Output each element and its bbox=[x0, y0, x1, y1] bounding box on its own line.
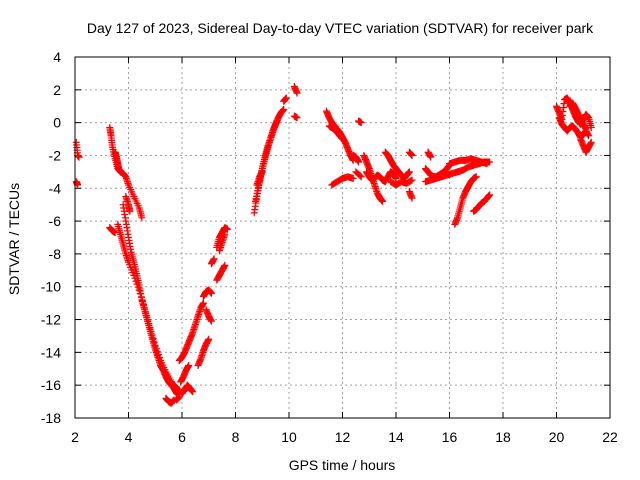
y-axis-title: SDTVAR / TECUs bbox=[6, 183, 22, 295]
grid-lines bbox=[75, 57, 610, 418]
x-tick-label: 8 bbox=[232, 429, 240, 445]
y-tick-label: -4 bbox=[49, 180, 62, 196]
data-point bbox=[587, 124, 595, 132]
data-point bbox=[587, 138, 595, 146]
x-tick-label: 4 bbox=[125, 429, 133, 445]
x-axis-title: GPS time / hours bbox=[289, 457, 396, 473]
data-point bbox=[221, 230, 229, 238]
data-point bbox=[339, 135, 346, 143]
data-point bbox=[189, 388, 197, 396]
axis-ticks: 2 4 6 8 10 12 14 16 18 20 22420-2-4-6-8-10-12-14-1… bbox=[41, 49, 618, 445]
x-tick-label: 16 bbox=[442, 429, 458, 445]
x-tick-label: 12 bbox=[335, 429, 351, 445]
data-point bbox=[392, 174, 400, 182]
data-point bbox=[427, 153, 435, 161]
data-point bbox=[585, 132, 593, 140]
data-point bbox=[356, 172, 364, 180]
data-point bbox=[205, 335, 213, 343]
data-point bbox=[280, 106, 288, 114]
x-tick-label: 10 bbox=[281, 429, 297, 445]
data-point bbox=[175, 393, 183, 401]
data-point bbox=[221, 261, 229, 269]
data-point bbox=[408, 176, 416, 184]
y-tick-label: -12 bbox=[41, 312, 61, 328]
y-tick-label: -14 bbox=[41, 344, 61, 360]
data-point bbox=[293, 114, 301, 122]
data-point bbox=[207, 317, 215, 325]
data-point bbox=[405, 168, 413, 176]
y-tick-label: -16 bbox=[41, 377, 61, 393]
data-point bbox=[486, 191, 494, 199]
y-tick-label: 4 bbox=[53, 49, 61, 65]
x-tick-label: 18 bbox=[495, 429, 511, 445]
x-tick-label: 22 bbox=[602, 429, 618, 445]
data-point bbox=[293, 89, 301, 97]
data-point bbox=[223, 225, 231, 233]
data-point bbox=[75, 153, 83, 161]
data-point bbox=[207, 289, 215, 297]
data-point bbox=[357, 119, 365, 127]
data-point bbox=[483, 160, 491, 168]
data-point bbox=[185, 361, 193, 369]
y-tick-label: 2 bbox=[53, 82, 61, 98]
data-point bbox=[273, 117, 281, 125]
data-point bbox=[582, 125, 590, 133]
data-point bbox=[282, 94, 290, 102]
y-tick-label: -8 bbox=[49, 246, 62, 262]
data-points bbox=[72, 83, 595, 407]
data-point bbox=[355, 158, 363, 166]
y-tick-label: 0 bbox=[53, 115, 61, 131]
y-tick-label: -10 bbox=[41, 279, 61, 295]
y-tick-label: -18 bbox=[41, 410, 61, 426]
data-point bbox=[126, 207, 134, 215]
data-point bbox=[199, 299, 207, 307]
data-point bbox=[258, 168, 266, 176]
data-point bbox=[379, 197, 387, 205]
x-tick-label: 14 bbox=[388, 429, 404, 445]
data-point bbox=[115, 166, 123, 174]
plot-frame bbox=[74, 56, 611, 419]
data-point bbox=[349, 174, 357, 182]
y-tick-label: -6 bbox=[49, 213, 62, 229]
y-tick-label: -2 bbox=[49, 147, 62, 163]
data-point bbox=[210, 255, 218, 263]
x-tick-label: 20 bbox=[549, 429, 565, 445]
x-tick-label: 2 bbox=[71, 429, 79, 445]
x-tick-label: 6 bbox=[178, 429, 186, 445]
chart-title: Day 127 of 2023, Sidereal Day-to-day VTE… bbox=[87, 20, 594, 36]
data-point bbox=[407, 177, 415, 185]
data-point bbox=[357, 173, 365, 181]
data-point bbox=[408, 194, 416, 202]
data-point bbox=[138, 214, 146, 222]
data-point bbox=[408, 151, 416, 159]
data-point bbox=[472, 173, 480, 181]
